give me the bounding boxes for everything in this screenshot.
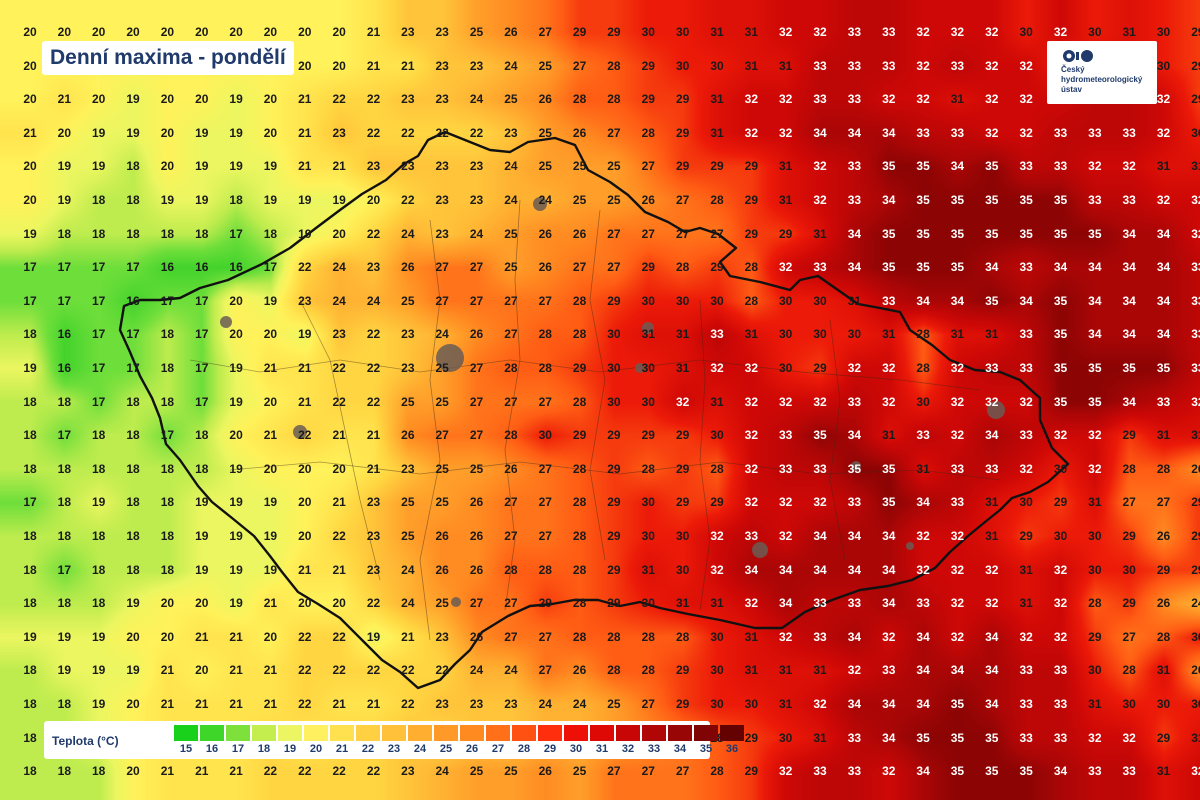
legend-tick-label: 25 <box>439 743 453 755</box>
legend-swatch <box>434 725 458 741</box>
city-area <box>906 542 914 550</box>
legend-tick-label: 30 <box>569 743 583 755</box>
legend-label: Teplota (°C) <box>52 734 119 748</box>
legend-tick-label: 17 <box>231 743 245 755</box>
legend-swatch <box>408 725 432 741</box>
legend-swatch <box>252 725 276 741</box>
legend-swatch <box>304 725 328 741</box>
legend-tick-label: 23 <box>387 743 401 755</box>
logo-line-3: ústav <box>1061 85 1082 94</box>
city-area <box>220 316 232 328</box>
city-area <box>436 344 464 372</box>
legend-swatch <box>356 725 380 741</box>
legend-swatch <box>200 725 224 741</box>
legend-swatch <box>330 725 354 741</box>
legend-swatch <box>382 725 406 741</box>
legend-tick-label: 36 <box>725 743 739 755</box>
legend-tick-label: 16 <box>205 743 219 755</box>
legend-tick-label: 22 <box>361 743 375 755</box>
legend-tick-label: 32 <box>621 743 635 755</box>
map-title-box: Denní maxima - pondělí <box>42 41 294 75</box>
legend-swatch <box>174 725 198 741</box>
legend-swatch <box>720 725 744 741</box>
district-border <box>299 299 381 581</box>
legend-tick-label: 18 <box>257 743 271 755</box>
district-border <box>189 359 981 391</box>
legend-tick-label: 20 <box>309 743 323 755</box>
legend-swatch <box>486 725 510 741</box>
city-area <box>752 542 768 558</box>
map-title: Denní maxima - pondělí <box>50 46 286 69</box>
temperature-legend: Teplota (°C) 15 16 17 18 19 20 21 22 23 24 25 26 27 2… <box>44 721 744 759</box>
legend-tick-label: 24 <box>413 743 427 755</box>
legend-tick-label: 28 <box>517 743 531 755</box>
legend-tick-label: 27 <box>491 743 505 755</box>
legend-swatch <box>616 725 640 741</box>
district-border <box>229 461 1001 481</box>
legend-tick-label: 26 <box>465 743 479 755</box>
legend-swatch <box>590 725 614 741</box>
city-area <box>642 322 654 334</box>
logo-line-2: hydrometeorologický <box>1061 75 1143 84</box>
chmi-logo-icon <box>1063 50 1093 62</box>
city-area <box>635 363 645 373</box>
city-area <box>451 597 461 607</box>
logo-line-1: Český <box>1061 65 1085 74</box>
legend-swatch <box>694 725 718 741</box>
city-area <box>293 425 307 439</box>
city-area <box>851 461 861 471</box>
legend-tick-label: 21 <box>335 743 349 755</box>
district-border <box>829 319 846 561</box>
legend-swatch <box>226 725 250 741</box>
district-border <box>589 209 606 561</box>
district-border <box>699 299 711 611</box>
legend-swatch <box>668 725 692 741</box>
chmi-logo: Český hydrometeorologický ústav <box>1047 41 1157 104</box>
district-border <box>419 219 441 641</box>
legend-tick-label: 34 <box>673 743 687 755</box>
legend-tick-label: 29 <box>543 743 557 755</box>
legend-swatch <box>460 725 484 741</box>
legend-tick-label: 31 <box>595 743 609 755</box>
district-border <box>504 199 521 611</box>
legend-swatch <box>564 725 588 741</box>
legend-tick-label: 35 <box>699 743 713 755</box>
legend-tick-label: 15 <box>179 743 193 755</box>
legend-swatch <box>642 725 666 741</box>
legend-swatch <box>538 725 562 741</box>
country-border <box>118 130 1070 690</box>
chmi-logo-text: Český hydrometeorologický ústav <box>1061 65 1155 95</box>
city-area <box>987 401 1005 419</box>
legend-tick-label: 33 <box>647 743 661 755</box>
legend-tick-label: 19 <box>283 743 297 755</box>
city-area <box>533 197 547 211</box>
legend-swatch <box>512 725 536 741</box>
legend-swatch <box>278 725 302 741</box>
